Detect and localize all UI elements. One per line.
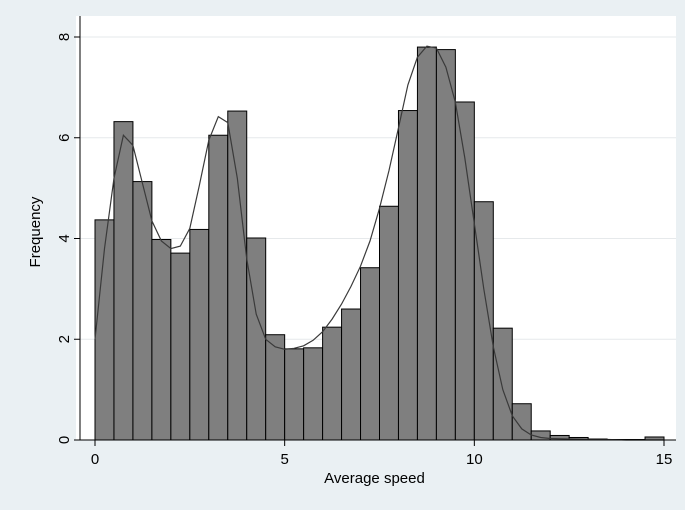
histogram-bar: [170, 252, 191, 441]
histogram-bar: [397, 110, 418, 441]
x-axis-label: Average speed: [324, 470, 425, 487]
y-tick-label: 6: [56, 134, 73, 142]
histogram-bar: [113, 121, 134, 441]
histogram-bar: [322, 326, 343, 441]
y-axis-label: Frequency: [27, 196, 44, 267]
histogram-bar: [265, 334, 286, 441]
histogram-bar: [511, 403, 532, 441]
axes: 0 5 10 15 0 2 4 6 8: [56, 16, 676, 468]
histogram-bar: [473, 201, 494, 441]
density-curve: [94, 45, 664, 441]
x-tick-label: 0: [91, 451, 99, 468]
histogram-bar: [246, 237, 267, 441]
x-tick-label: 10: [466, 451, 483, 468]
histogram-bar: [227, 110, 248, 441]
y-tick-label: 4: [56, 234, 73, 242]
histogram-bar: [189, 228, 210, 441]
histogram-bar: [454, 101, 475, 441]
histogram-bar: [132, 181, 153, 441]
histogram-bar: [151, 239, 172, 441]
y-tick-label: 0: [56, 436, 73, 444]
histogram-bar: [208, 134, 229, 441]
histogram-bar: [416, 46, 437, 441]
histogram-bar: [492, 327, 513, 441]
histogram-bars: [94, 46, 665, 441]
histogram-bar: [341, 308, 362, 441]
histogram-bar: [360, 267, 380, 441]
histogram-bar: [284, 348, 305, 441]
x-tick-label: 5: [280, 451, 288, 468]
histogram-bar: [303, 347, 324, 441]
histogram-bar: [435, 49, 456, 441]
y-tick-label: 8: [56, 33, 73, 41]
x-tick-label: 15: [656, 451, 673, 468]
histogram-bar: [379, 205, 399, 441]
y-tick-label: 2: [56, 335, 73, 343]
